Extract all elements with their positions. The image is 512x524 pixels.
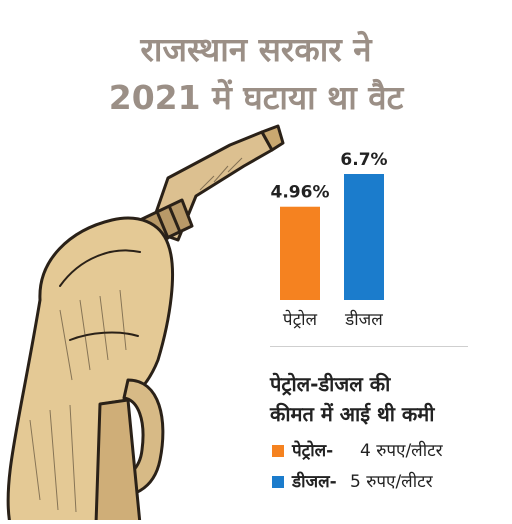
bar-diesel <box>344 174 384 300</box>
legend-title-line-1: पेट्रोल-डीजल की <box>270 372 391 396</box>
legend-swatch-petrol <box>272 445 284 457</box>
legend-value-diesel: 5 रुपए/लीटर <box>350 472 433 492</box>
data-label-diesel: 6.7% <box>340 150 387 170</box>
bar-petrol <box>280 206 320 300</box>
category-label-diesel: डीजल <box>344 309 383 330</box>
divider <box>270 346 468 347</box>
legend-value-petrol: 4 रुपए/लीटर <box>360 441 443 461</box>
fuel-nozzle-icon <box>6 124 285 520</box>
chart-title-line-1: राजस्थान सरकार ने <box>140 30 372 69</box>
legend-title-line-2: कीमत में आई थी कमी <box>270 402 435 426</box>
chart-title-line-2: 2021 में घटाया था वैट <box>108 78 404 117</box>
legend-name-petrol: पेट्रोल- <box>292 441 334 461</box>
data-label-petrol: 4.96% <box>271 183 330 203</box>
category-label-petrol: पेट्रोल <box>283 309 318 330</box>
legend-name-diesel: डीजल- <box>292 472 337 492</box>
legend-swatch-diesel <box>272 476 284 488</box>
